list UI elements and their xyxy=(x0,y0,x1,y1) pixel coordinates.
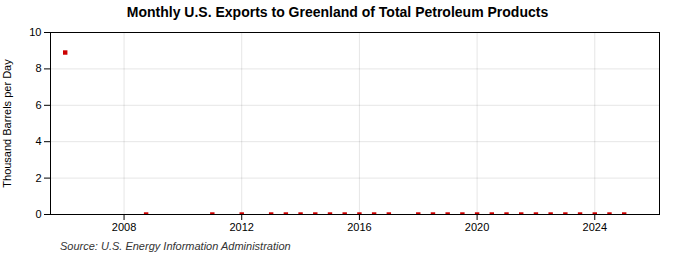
html-text:Monthly U.S. Exports to Greenl: Monthly U.S. Exports to Greenland of Tot… xyxy=(126,4,549,20)
svg-text:2024: 2024 xyxy=(583,221,607,233)
svg-text:10: 10 xyxy=(29,26,41,38)
svg-text:2016: 2016 xyxy=(347,221,371,233)
svg-text:0: 0 xyxy=(35,208,41,220)
svg-text:4: 4 xyxy=(35,135,41,147)
svg-text:2020: 2020 xyxy=(465,221,489,233)
svg-text:2: 2 xyxy=(35,172,41,184)
svg-text:8: 8 xyxy=(35,62,41,74)
svg-text:2012: 2012 xyxy=(229,221,253,233)
svg-text:2008: 2008 xyxy=(112,221,136,233)
svg-text:Thousand Barrels per Day: Thousand Barrels per Day xyxy=(1,59,13,188)
svg-text:6: 6 xyxy=(35,99,41,111)
html-text:Source: U.S. Energy Informatio: Source: U.S. Energy Information Administ… xyxy=(60,240,291,252)
